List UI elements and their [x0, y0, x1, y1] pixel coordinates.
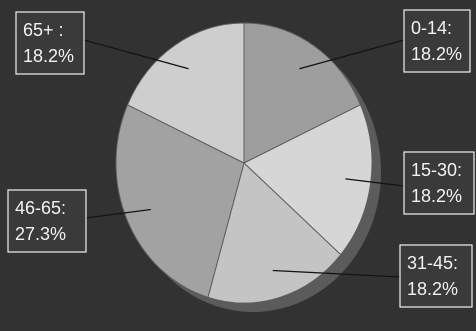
- label-category: 0-14:: [411, 18, 452, 38]
- pie-slice-31-45: [207, 162, 342, 304]
- label-box: [403, 9, 471, 73]
- leader-line: [345, 178, 405, 187]
- slice-label: 65+ : 18.2%: [15, 11, 85, 75]
- slice-label: 31-45: 18.2%: [399, 244, 473, 308]
- label-value: 27.3%: [15, 224, 66, 244]
- label-box: [7, 189, 87, 253]
- label-value: 18.2%: [23, 46, 74, 66]
- leader-lines: [83, 39, 405, 278]
- label-box: [403, 151, 475, 215]
- pie-slices: [115, 22, 373, 304]
- slice-label: 0-14: 18.2%: [403, 9, 471, 73]
- label-value: 18.2%: [407, 279, 458, 299]
- leader-line: [83, 39, 189, 70]
- slice-label: 46-65: 27.3%: [7, 189, 87, 253]
- label-category: 15-30:: [411, 160, 462, 180]
- leader-line: [299, 39, 405, 70]
- label-value: 18.2%: [411, 44, 462, 64]
- label-category: 46-65:: [15, 198, 66, 218]
- leader-line: [272, 269, 401, 278]
- pie-slice-65plus: [126, 22, 245, 164]
- label-box: [15, 11, 85, 75]
- label-value: 18.2%: [411, 186, 462, 206]
- leader-line: [85, 208, 151, 219]
- label-category: 31-45:: [407, 253, 458, 273]
- pie-slice-46-65: [115, 104, 245, 298]
- pie-slice-0-14: [243, 22, 362, 164]
- slice-labels: 0-14: 18.2% 15-30: 18.2% 31-45: 18.2% 46-65: 27…: [7, 9, 475, 308]
- label-box: [399, 244, 473, 308]
- slice-label: 15-30: 18.2%: [403, 151, 475, 215]
- label-category: 65+ :: [23, 20, 64, 40]
- pie-slice-15-30: [243, 104, 373, 256]
